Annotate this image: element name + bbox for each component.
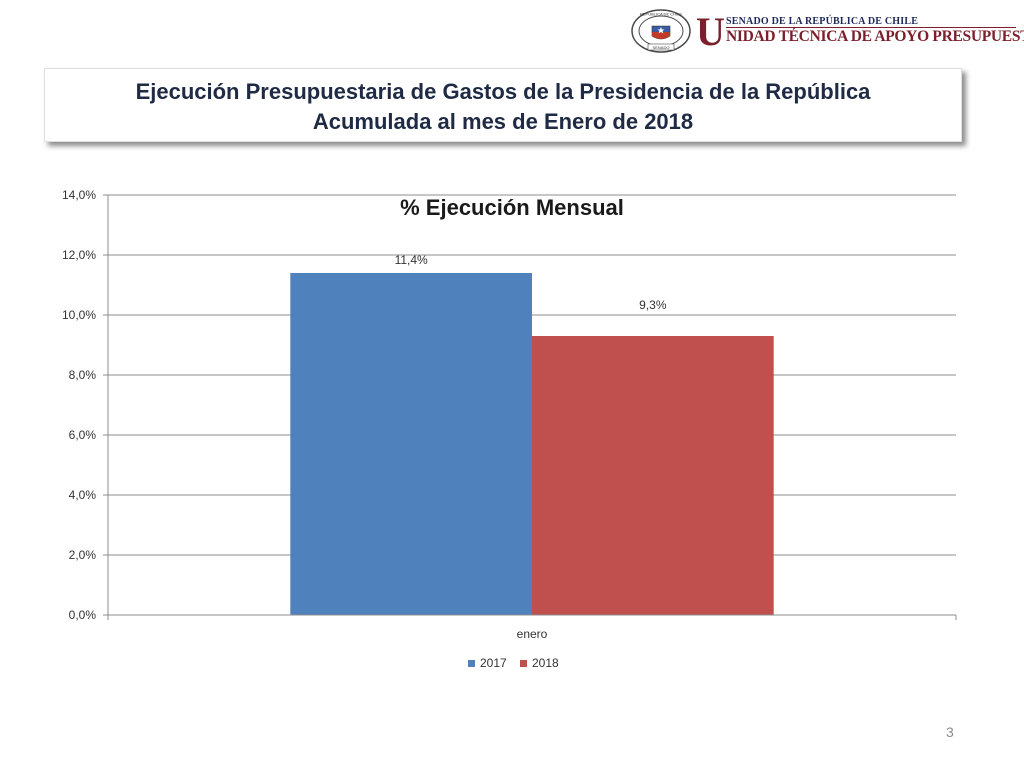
y-tick-label: 2,0%: [69, 548, 97, 562]
legend-label-2017: 2017: [480, 656, 507, 670]
y-tick-label: 8,0%: [69, 368, 97, 382]
bar-2018: [532, 336, 774, 615]
y-tick-label: 10,0%: [62, 308, 96, 322]
seal-bottom-text: SENADO: [653, 45, 670, 50]
senate-seal-icon: SENADO REPÚBLICA DE CHILE: [631, 9, 691, 53]
y-tick-label: 6,0%: [69, 428, 97, 442]
y-tick-label: 0,0%: [69, 608, 97, 622]
legend-swatch-2017: [468, 660, 475, 667]
logo-initial: U: [696, 9, 725, 54]
slide-title: Ejecución Presupuestaria de Gastos de la…: [135, 79, 871, 104]
logo-divider: [726, 27, 1016, 28]
data-label-2018: 9,3%: [639, 298, 667, 312]
chart-bars: [290, 273, 774, 615]
y-tick-label: 4,0%: [69, 488, 97, 502]
logo-unit-text: NIDAD TÉCNICA DE APOYO PRESUPUESTARIO: [726, 28, 1024, 45]
logo-senate-text: SENADO DE LA REPÚBLICA DE CHILE: [726, 16, 919, 27]
legend-label-2018: 2018: [532, 656, 559, 670]
legend-swatch-2018: [520, 660, 527, 667]
chart-data-labels: 11,4% 9,3%: [395, 253, 667, 312]
slide-title-box: Ejecución Presupuestaria de Gastos de la…: [44, 68, 962, 142]
y-tick-label: 12,0%: [62, 248, 96, 262]
seal-top-text: REPÚBLICA DE CHILE: [640, 12, 682, 17]
slide-subtitle: Acumulada al mes de Enero de 2018: [312, 109, 694, 134]
y-axis-ticks: 0,0% 2,0% 4,0% 6,0% 8,0% 10,0% 12,0% 14,0%: [62, 188, 108, 622]
chart-legend[interactable]: 2017 2018: [468, 656, 559, 670]
x-tick-label: enero: [517, 627, 548, 641]
bar-2017: [290, 273, 532, 615]
y-tick-label: 14,0%: [62, 188, 96, 202]
data-label-2017: 11,4%: [395, 253, 428, 267]
chart-axes: enero: [107, 195, 957, 641]
page-number: 3: [946, 724, 954, 740]
chart-title: % Ejecución Mensual: [400, 195, 624, 220]
senate-logo: SENADO REPÚBLICA DE CHILE U SENADO DE LA…: [630, 8, 1024, 56]
